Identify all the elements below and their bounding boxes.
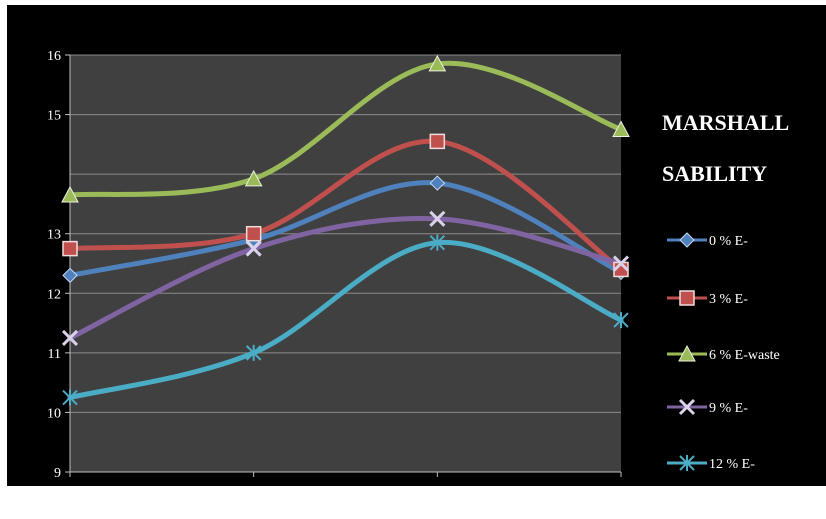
data-point-s4-1 <box>245 344 262 361</box>
chart-frame: 16 15 13 12 11 10 9 4 5 6 7 MARSHALL SABILITY 0 % … <box>7 5 826 486</box>
x-tick-label-7: 7 <box>618 485 625 486</box>
legend-label-2: 6 % E-waste <box>709 348 780 363</box>
data-point-s2-3 <box>612 120 630 137</box>
data-point-s4-2 <box>429 234 446 251</box>
y-tick-label-16: 16 <box>47 49 61 64</box>
legend-swatch-marker-3 <box>678 398 696 416</box>
y-tick-label-12: 12 <box>47 287 61 302</box>
legend-swatch-marker-2 <box>678 344 696 362</box>
y-tick-label-9: 9 <box>54 466 61 481</box>
series-line-1 <box>67 138 624 272</box>
axes: 16 15 13 12 11 10 9 4 5 6 7 <box>47 49 625 486</box>
data-point-s3-3 <box>612 255 630 272</box>
data-point-s4-0 <box>62 389 78 406</box>
legend-swatch-marker-4 <box>679 455 695 471</box>
legend-label-3: 9 % E- <box>709 401 748 416</box>
y-tick-label-10: 10 <box>47 406 61 421</box>
series-line-2 <box>67 60 624 198</box>
legend-entry-1: 3 % E- <box>667 290 748 307</box>
x-tick-label-5: 5 <box>250 485 257 486</box>
plot-area <box>70 55 621 472</box>
legend-swatch-marker-0 <box>679 232 695 248</box>
legend-label-0: 0 % E- <box>709 234 748 249</box>
data-point-s2-0 <box>61 185 79 203</box>
chart-svg: 16 15 13 12 11 10 9 4 5 6 7 MARSHALL SABILITY 0 % … <box>47 49 789 486</box>
data-point-s3-2 <box>429 210 446 227</box>
legend-label-4: 12 % E- <box>709 457 755 472</box>
legend-entry-3: 9 % E- <box>667 398 748 416</box>
data-point-s4-3 <box>613 312 629 329</box>
legend-entry-0: 0 % E- <box>667 232 748 249</box>
data-point-s2-2 <box>428 54 447 72</box>
data-point-s3-0 <box>61 329 79 347</box>
data-point-s1-2 <box>429 133 446 150</box>
series-line-4 <box>67 240 624 401</box>
legend-swatch-marker-1 <box>679 290 695 306</box>
legend-title-line-1: MARSHALL <box>662 110 789 135</box>
data-point-s1-0 <box>62 240 78 257</box>
series-markers <box>61 54 630 406</box>
legend-entry-4: 12 % E- <box>667 455 755 472</box>
series-line-0 <box>67 180 624 278</box>
data-point-s0-0 <box>62 267 78 284</box>
legend-entry-2: 6 % E-waste <box>667 344 780 363</box>
legend-title-line-2: SABILITY <box>662 161 767 186</box>
y-tick-label-15: 15 <box>47 109 61 124</box>
y-tick-label-13: 13 <box>47 228 61 243</box>
series-line-3 <box>67 216 624 341</box>
data-point-s2-1 <box>244 169 263 187</box>
legend: MARSHALL SABILITY 0 % E- 3 % E- 6 % E-wast… <box>662 110 789 472</box>
data-point-s3-1 <box>245 240 262 257</box>
series-lines <box>67 60 624 401</box>
x-tick-label-4: 4 <box>67 485 74 486</box>
y-tick-label-11: 11 <box>48 347 61 362</box>
data-point-s1-1 <box>245 225 262 242</box>
data-point-s0-2 <box>429 175 446 191</box>
legend-label-1: 3 % E- <box>709 292 748 307</box>
x-tick-label-6: 6 <box>434 485 441 486</box>
